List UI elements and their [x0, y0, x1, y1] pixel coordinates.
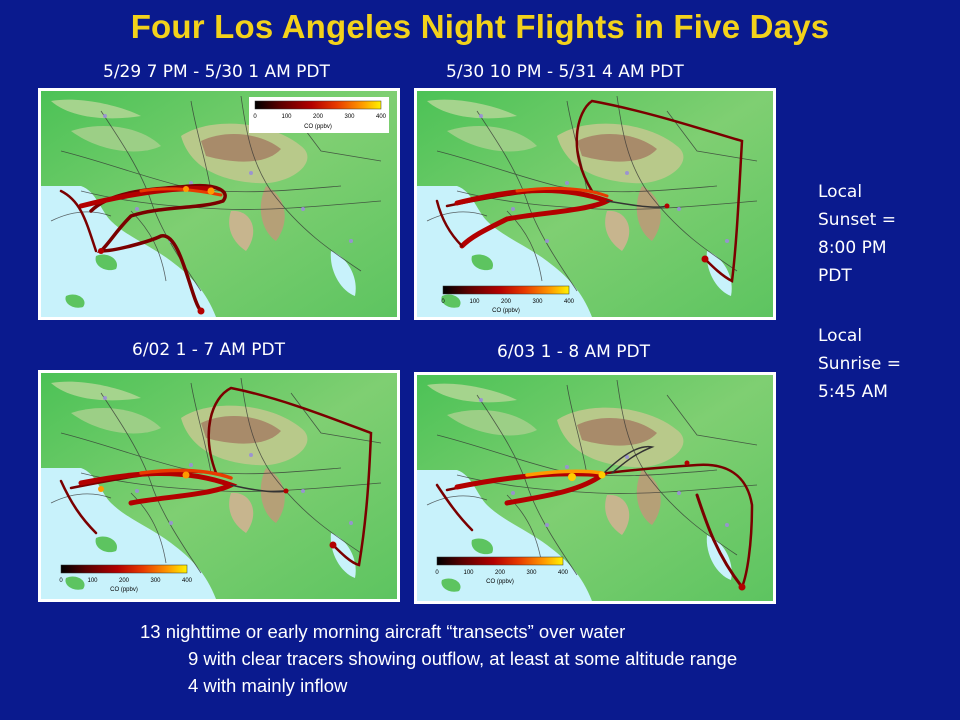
cbar4-tick-1: 100	[463, 570, 474, 576]
cbar2-tick-0: 0	[441, 299, 445, 305]
flight-map-4-graphic: 0 100 200 300 400 CO (ppbv)	[417, 375, 773, 601]
flight-map-3: 0 100 200 300 400 CO (ppbv)	[38, 370, 400, 602]
cbar1-tick-1: 100	[281, 114, 292, 120]
flight-map-1: 0 100 200 300 400 CO (ppbv)	[38, 88, 400, 320]
cbar1-tick-0: 0	[253, 114, 257, 120]
flight-map-2: 0 100 200 300 400 CO (ppbv)	[414, 88, 776, 320]
cbar3-tick-1: 100	[87, 578, 98, 584]
colorbar-2: 0 100 200 300 400 CO (ppbv)	[441, 285, 575, 314]
flight-map-4: 0 100 200 300 400 CO (ppbv)	[414, 372, 776, 604]
cbar1-tick-3: 300	[344, 114, 355, 120]
panel-caption-3: 6/02 1 - 7 AM PDT	[132, 340, 285, 360]
cbar1-tick-4: 400	[376, 114, 387, 120]
panel-caption-1: 5/29 7 PM - 5/30 1 AM PDT	[103, 62, 330, 82]
colorbar-3: 0 100 200 300 400 CO (ppbv)	[59, 564, 193, 593]
cbar4-tick-2: 200	[495, 570, 506, 576]
flight-map-3-graphic: 0 100 200 300 400 CO (ppbv)	[41, 373, 397, 599]
slide-title: Four Los Angeles Night Flights in Five D…	[130, 8, 830, 45]
colorbar-1: 0 100 200 300 400 CO (ppbv)	[249, 97, 389, 133]
cbar4-tick-0: 0	[435, 570, 439, 576]
sunrise-note: Local Sunrise = 5:45 AM	[818, 322, 901, 406]
cbar2-tick-4: 400	[564, 299, 575, 305]
sunset-line-1: Local	[818, 182, 863, 202]
sunset-note: Local Sunset = 8:00 PM PDT	[818, 178, 896, 290]
cbar3-tick-4: 400	[182, 578, 193, 584]
panel-caption-4: 6/03 1 - 8 AM PDT	[497, 342, 650, 362]
note-line-1: 13 nighttime or early morning aircraft “…	[140, 621, 626, 642]
cbar2-label: CO (ppbv)	[492, 308, 520, 314]
flight-map-1-graphic: 0 100 200 300 400 CO (ppbv)	[41, 91, 397, 317]
cbar2-tick-3: 300	[532, 299, 543, 305]
sunset-line-2: Sunset =	[818, 210, 896, 230]
cbar3-tick-3: 300	[150, 578, 161, 584]
cbar1-label: CO (ppbv)	[304, 124, 332, 130]
note-line-2: 9 with clear tracers showing outflow, at…	[188, 648, 738, 669]
cbar2-tick-2: 200	[501, 299, 512, 305]
colorbar-4: 0 100 200 300 400 CO (ppbv)	[435, 556, 569, 585]
flight-map-2-graphic: 0 100 200 300 400 CO (ppbv)	[417, 91, 773, 317]
cbar4-tick-4: 400	[558, 570, 569, 576]
cbar2-tick-1: 100	[469, 299, 480, 305]
sunrise-line-1: Local	[818, 326, 863, 346]
note-line-3: 4 with mainly inflow	[188, 675, 348, 696]
sunrise-line-2: Sunrise =	[818, 354, 902, 374]
cbar3-tick-2: 200	[119, 578, 130, 584]
sunset-line-3: 8:00 PM	[818, 238, 887, 258]
cbar1-tick-2: 200	[313, 114, 324, 120]
cbar3-label: CO (ppbv)	[110, 587, 138, 593]
cbar4-tick-3: 300	[526, 570, 537, 576]
panel-caption-2: 5/30 10 PM - 5/31 4 AM PDT	[446, 62, 684, 82]
sunrise-line-3: 5:45 AM	[818, 382, 888, 402]
cbar3-tick-0: 0	[59, 578, 63, 584]
cbar4-label: CO (ppbv)	[486, 579, 514, 585]
sunset-line-4: PDT	[818, 266, 852, 286]
